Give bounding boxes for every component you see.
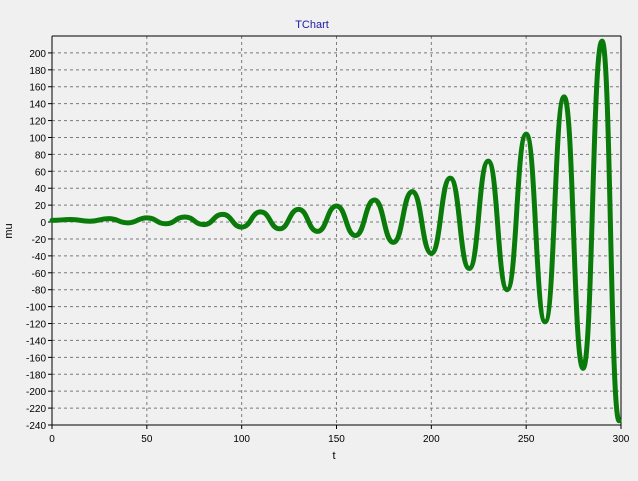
y-tick-label: 40	[35, 184, 47, 195]
y-tick-label: 180	[29, 66, 46, 77]
y-tick-label: -240	[26, 421, 46, 432]
y-tick-label: 80	[35, 150, 47, 161]
x-axis-label: t	[332, 450, 335, 462]
x-tick-label: 150	[328, 434, 345, 445]
y-tick-label: 200	[29, 49, 46, 60]
x-tick-label: 50	[141, 434, 153, 445]
x-tick-label: 300	[613, 434, 630, 445]
y-tick-label: 20	[35, 201, 47, 212]
y-tick-label: 100	[29, 133, 46, 144]
y-tick-label: -160	[26, 353, 46, 364]
x-tick-label: 100	[233, 434, 250, 445]
tick-label-layer: -240-220-200-180-160-140-120-100-80-60-4…	[26, 49, 630, 445]
y-tick-label: -40	[32, 252, 47, 263]
chart-title: TChart	[295, 19, 329, 31]
axis-layer	[48, 35, 622, 429]
y-tick-label: -220	[26, 404, 46, 415]
y-tick-label: -60	[32, 269, 47, 280]
y-tick-label: 60	[35, 167, 47, 178]
x-tick-label: 0	[49, 434, 55, 445]
y-tick-label: -180	[26, 370, 46, 381]
series-line	[49, 38, 622, 424]
y-tick-label: -200	[26, 387, 46, 398]
y-tick-label: -100	[26, 303, 46, 314]
y-tick-label: 120	[29, 117, 46, 128]
y-tick-label: -20	[32, 235, 47, 246]
y-tick-label: 140	[29, 100, 46, 111]
y-tick-label: -120	[26, 320, 46, 331]
series-layer	[49, 38, 622, 424]
y-tick-label: 0	[40, 218, 46, 229]
y-tick-label: -80	[32, 286, 47, 297]
y-tick-label: -140	[26, 336, 46, 347]
x-tick-label: 250	[518, 434, 535, 445]
x-tick-label: 200	[423, 434, 440, 445]
y-axis-label: mu	[3, 223, 15, 238]
y-tick-label: 160	[29, 83, 46, 94]
